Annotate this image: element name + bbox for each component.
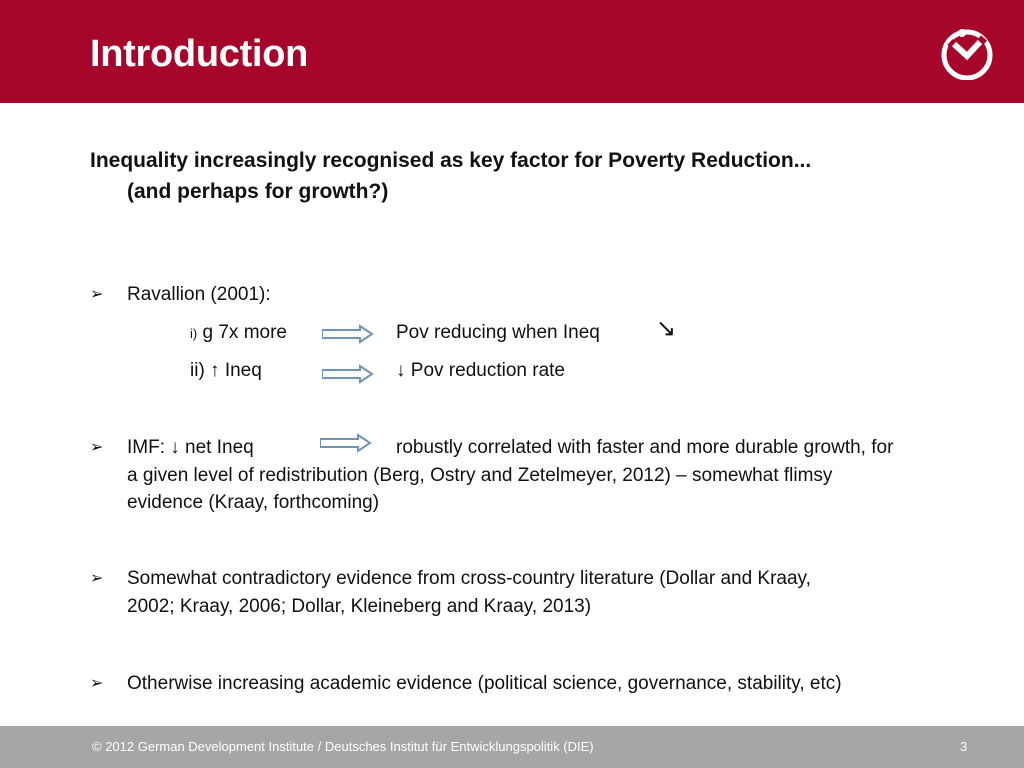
ravallion-row-1-left: i) g 7x more xyxy=(190,319,287,348)
lead-statement: Inequality increasingly recognised as ke… xyxy=(90,145,990,207)
slide-header: Introduction xyxy=(0,0,1024,103)
imf-line-1-left: IMF: ↓ net Ineq xyxy=(127,437,254,458)
arrowhead-bullet-icon: ➢ xyxy=(90,286,104,303)
ravallion-row-1-text: g 7x more xyxy=(202,322,287,343)
arrowhead-bullet-icon: ➢ xyxy=(90,439,104,456)
footer-copyright: © 2012 German Development Institute / De… xyxy=(92,739,594,754)
imf-line-3: evidence (Kraay, forthcoming) xyxy=(127,492,380,513)
double-arrow-right-icon xyxy=(322,364,374,384)
arrowhead-bullet-icon: ➢ xyxy=(90,675,104,692)
lead-line-2: (and perhaps for growth?) xyxy=(127,180,389,203)
double-arrow-right-icon xyxy=(320,433,372,453)
bullet-academic-evidence: ➢ Otherwise increasing academic evidence… xyxy=(90,670,1000,698)
page-number: 3 xyxy=(960,739,968,754)
ravallion-row-2-right: ↓ Pov reduction rate xyxy=(396,360,565,381)
contradictory-line-1: Somewhat contradictory evidence from cro… xyxy=(127,568,811,589)
roman-numeral-i: i) xyxy=(190,326,198,341)
arrowhead-bullet-icon: ➢ xyxy=(90,570,104,587)
bullet-imf: ➢ IMF: ↓ net Ineq xyxy=(90,434,1000,462)
slide-footer: © 2012 German Development Institute / De… xyxy=(0,726,1024,768)
lead-line-1: Inequality increasingly recognised as ke… xyxy=(90,149,812,172)
ravallion-row-1-right: Pov reducing when Ineq xyxy=(396,322,600,343)
bullet-ravallion: ➢ Ravallion (2001): xyxy=(90,281,1000,309)
academic-evidence-line: Otherwise increasing academic evidence (… xyxy=(127,673,842,694)
decrease-arrow-icon: ↘ xyxy=(656,315,677,342)
ravallion-row-2-left: ii) ↑ Ineq xyxy=(190,360,262,381)
die-logo-icon xyxy=(941,29,993,80)
double-arrow-right-icon xyxy=(322,324,374,344)
contradictory-line-2: 2002; Kraay, 2006; Dollar, Kleineberg an… xyxy=(127,596,592,617)
ravallion-label: Ravallion (2001): xyxy=(127,284,271,305)
slide-title: Introduction xyxy=(90,33,309,75)
bullet-contradictory-evidence: ➢ Somewhat contradictory evidence from c… xyxy=(90,565,1000,621)
imf-line-2: a given level of redistribution (Berg, O… xyxy=(127,465,833,486)
imf-line-1-right: robustly correlated with faster and more… xyxy=(396,437,894,458)
